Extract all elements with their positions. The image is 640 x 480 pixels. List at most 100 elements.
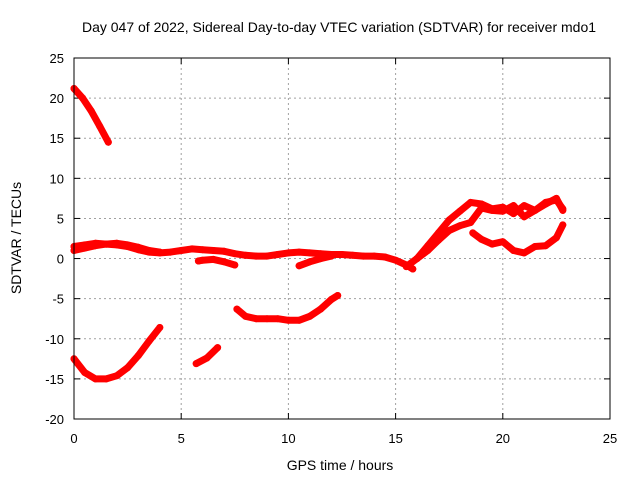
- x-tick-label: 15: [388, 431, 402, 446]
- data-point: [220, 247, 228, 255]
- y-tick-label: 0: [57, 252, 64, 267]
- data-point: [209, 247, 217, 254]
- y-tick-label: 10: [50, 171, 64, 186]
- data-point: [233, 305, 241, 313]
- data-point: [231, 261, 239, 269]
- data-point: [488, 206, 496, 214]
- plot-frame: [73, 57, 611, 420]
- axis-ticks: [73, 57, 611, 420]
- data-point: [263, 252, 271, 260]
- data-point: [542, 200, 550, 208]
- data-point: [520, 249, 528, 257]
- data-point: [317, 255, 325, 263]
- x-tick-labels: 0 5 10 15 20 25: [70, 431, 617, 446]
- data-point: [520, 202, 528, 210]
- y-tick-label: 20: [50, 91, 64, 106]
- data-series: [70, 85, 567, 383]
- data-point: [145, 337, 153, 345]
- data-point: [96, 122, 104, 130]
- data-point: [113, 239, 121, 247]
- data-point: [488, 240, 496, 248]
- y-tick-label: 5: [57, 211, 64, 226]
- data-point: [284, 249, 292, 257]
- x-axis-label: GPS time / hours: [287, 457, 394, 473]
- y-tick-label: -10: [45, 332, 64, 347]
- data-point: [203, 354, 211, 362]
- data-point: [456, 222, 464, 230]
- data-point: [456, 207, 464, 215]
- series-arc-1: [70, 85, 112, 146]
- data-point: [79, 94, 87, 102]
- data-point: [263, 315, 271, 323]
- series-arc-5: [295, 252, 335, 270]
- data-point: [499, 238, 507, 246]
- data-point: [413, 255, 421, 263]
- data-point: [499, 207, 507, 215]
- data-point: [104, 138, 112, 146]
- data-point: [199, 256, 207, 264]
- data-point: [327, 296, 335, 303]
- data-point: [445, 227, 453, 234]
- data-point: [510, 247, 517, 254]
- data-point: [552, 194, 560, 202]
- data-point: [134, 243, 142, 251]
- data-point: [370, 252, 378, 260]
- data-point: [199, 246, 207, 254]
- data-point: [531, 206, 539, 214]
- data-point: [531, 243, 539, 250]
- data-point: [113, 372, 121, 380]
- chart-grid: [74, 58, 610, 419]
- data-point: [81, 244, 89, 252]
- data-point: [381, 253, 389, 261]
- data-point: [467, 198, 475, 206]
- data-point: [91, 375, 99, 383]
- data-point: [242, 312, 249, 320]
- data-point: [349, 251, 357, 259]
- data-point: [295, 262, 303, 270]
- data-point: [274, 315, 282, 323]
- data-point: [306, 249, 314, 257]
- data-point: [424, 247, 432, 254]
- data-point: [445, 216, 453, 224]
- x-tick-label: 25: [603, 431, 617, 446]
- y-tick-label: -15: [45, 372, 64, 387]
- data-point: [559, 221, 567, 229]
- y-tick-label: 15: [50, 131, 64, 146]
- data-point: [552, 234, 560, 242]
- data-point: [188, 245, 196, 253]
- data-point: [231, 250, 239, 258]
- data-point: [295, 248, 303, 256]
- data-point: [102, 240, 110, 248]
- data-point: [327, 252, 335, 260]
- data-point: [295, 316, 303, 324]
- data-point: [317, 305, 325, 313]
- data-point: [167, 248, 174, 256]
- data-point: [81, 369, 89, 376]
- data-point: [520, 213, 528, 221]
- data-point: [274, 251, 282, 258]
- y-tick-label: 25: [50, 51, 64, 66]
- data-point: [467, 219, 475, 226]
- data-point: [124, 364, 132, 372]
- y-tick-label: -5: [52, 292, 64, 307]
- data-point: [392, 256, 400, 264]
- data-point: [306, 312, 314, 320]
- data-point: [209, 255, 217, 263]
- data-point: [91, 242, 99, 250]
- data-point: [477, 235, 485, 243]
- x-tick-label: 5: [178, 431, 185, 446]
- data-point: [402, 263, 410, 271]
- data-point: [542, 242, 550, 250]
- y-tick-label: -20: [45, 412, 64, 427]
- data-point: [145, 247, 153, 254]
- y-tick-labels: -20 -15 -10 -5 0 5 10 15 20 25: [45, 51, 64, 427]
- data-point: [156, 248, 164, 256]
- data-point: [134, 352, 142, 360]
- x-tick-label: 0: [70, 431, 77, 446]
- data-point: [102, 375, 110, 383]
- data-point: [252, 315, 260, 323]
- data-point: [177, 247, 185, 254]
- data-point: [469, 229, 477, 237]
- data-point: [124, 241, 132, 249]
